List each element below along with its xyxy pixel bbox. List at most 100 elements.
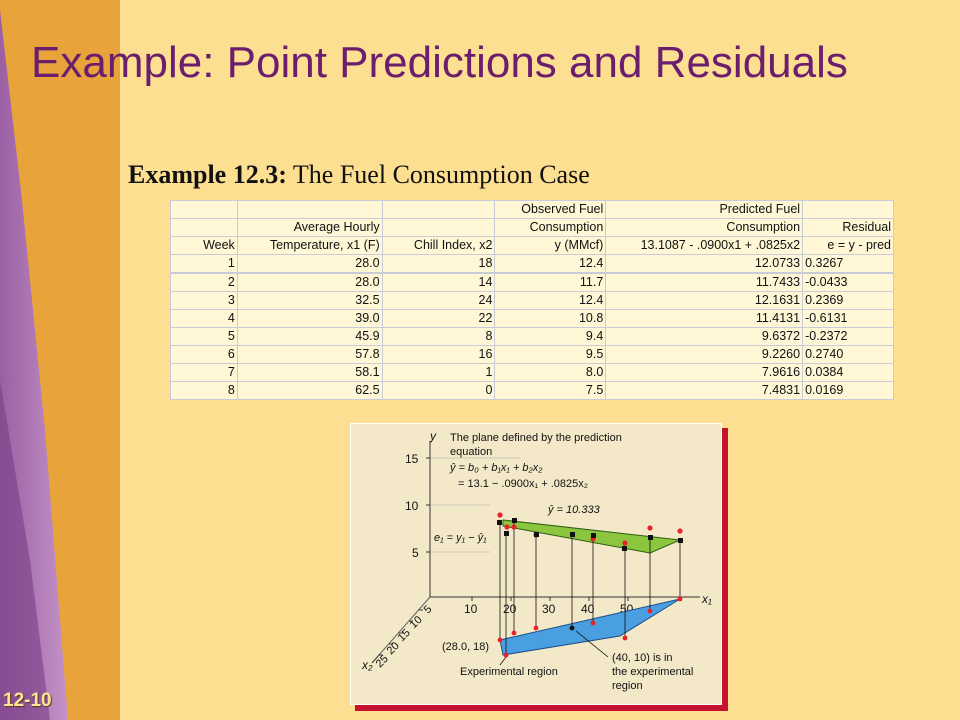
equation-line-1: ŷ = b₀ + b₁x₁ + b₂x₂ [449, 462, 543, 474]
equation-line-2: = 13.1 − .0900x₁ + .0825x₂ [458, 478, 588, 490]
point-label-40-10-line3: region [612, 680, 643, 692]
table-cell: 9.4 [494, 327, 607, 346]
table-header-cell [236, 200, 383, 219]
table-cell: -0.0433 [802, 272, 894, 292]
table-header-cell [170, 200, 238, 219]
table-cell: 1 [381, 363, 496, 382]
callout-line-region [499, 656, 507, 666]
table-cell: 7 [170, 363, 238, 382]
table-header-cell: y (MMcf) [494, 236, 607, 255]
table-header-cell [802, 200, 894, 219]
table-cell: 12.4 [494, 254, 607, 274]
purple-side-band [0, 10, 68, 720]
table-header-cell [170, 218, 238, 237]
table-header-cell: Temperature, x1 (F) [236, 236, 383, 255]
y-axis-label: y [429, 429, 437, 443]
table-cell: 0.0169 [802, 381, 894, 400]
table-cell: 11.7433 [605, 272, 804, 292]
predicted-points [497, 518, 683, 551]
table-cell: 8 [170, 381, 238, 400]
x2-ticks [379, 609, 423, 656]
table-cell: 18 [381, 254, 496, 274]
table-cell: 0 [381, 381, 496, 400]
table-row: 1 28.0 18 12.4 12.0733 0.3267 [170, 254, 894, 274]
point-label-40-10: (40, 10) is in [612, 652, 673, 664]
y-tick-label: 5 [412, 546, 419, 560]
table-cell: 45.9 [236, 327, 383, 346]
table-cell: 28.0 [236, 254, 383, 274]
table-cell: 10.8 [494, 309, 607, 328]
table-header-cell: Week [170, 236, 238, 255]
table-cell: 39.0 [236, 309, 383, 328]
table-header-row: Observed Fuel Predicted Fuel [170, 200, 894, 219]
callout-line [575, 630, 609, 658]
plane-caption-2: equation [450, 446, 492, 458]
residual-label: e₁ = y₁ − ŷ₁ [434, 532, 487, 544]
table-cell: 7.9616 [605, 363, 804, 382]
table-cell: 3 [170, 291, 238, 310]
table-cell: 22 [381, 309, 496, 328]
table-cell: 0.2740 [802, 345, 894, 364]
y-tick-label: 10 [405, 499, 419, 513]
table-cell: 9.6372 [605, 327, 804, 346]
x1-tick-label: 30 [542, 602, 556, 616]
slide-title: Example: Point Predictions and Residuals [31, 38, 848, 87]
table-header-cell: Observed Fuel [494, 200, 607, 219]
fuel-data-table: Observed Fuel Predicted Fuel Average Hourl… [170, 200, 894, 400]
x2-axis-label: x₂ [361, 658, 373, 672]
table-cell: 9.5 [494, 345, 607, 364]
table-header-cell: Chill Index, x2 [381, 236, 496, 255]
table-cell: 0.2369 [802, 291, 894, 310]
page-number: 12-10 [3, 690, 52, 711]
x1-tick-label: 40 [581, 602, 595, 616]
subtitle-text: The Fuel Consumption Case [292, 160, 590, 189]
x1-ticks [471, 597, 629, 601]
table-header-cell [381, 200, 496, 219]
table-cell: 62.5 [236, 381, 383, 400]
vertical-lines [499, 520, 681, 655]
y-tick-label: 15 [405, 452, 419, 466]
table-header-cell: Average Hourly [236, 218, 383, 237]
table-cell: -0.2372 [802, 327, 894, 346]
table-header-cell: e = y - pred [802, 236, 894, 255]
table-cell: 8 [381, 327, 496, 346]
experimental-region-label: Experimental region [460, 666, 558, 678]
table-cell: 12.4 [494, 291, 607, 310]
table-cell: 2 [170, 272, 238, 292]
table-row: 7 58.1 1 8.0 7.9616 0.0384 [170, 363, 894, 382]
table-header-cell: 13.1087 - .0900x1 + .0825x2 [605, 236, 804, 255]
table-cell: 58.1 [236, 363, 383, 382]
point-label-40-10-line2: the experimental [612, 666, 693, 678]
table-cell: 12.1631 [605, 291, 804, 310]
table-cell: 24 [381, 291, 496, 310]
table-cell: 57.8 [236, 345, 383, 364]
table-cell: 11.7 [494, 272, 607, 292]
table-row: 2 28.0 14 11.7 11.7433 -0.0433 [170, 272, 894, 292]
region-points [497, 596, 683, 658]
table-header-cell: Consumption [494, 218, 607, 237]
table-row: 6 57.8 16 9.5 9.2260 0.2740 [170, 345, 894, 364]
table-cell: 14 [381, 272, 496, 292]
table-cell: 5 [170, 327, 238, 346]
table-row: 3 32.5 24 12.4 12.1631 0.2369 [170, 291, 894, 310]
table-row: 5 45.9 8 9.4 9.6372 -0.2372 [170, 327, 894, 346]
table-cell: 16 [381, 345, 496, 364]
table-header-row: Week Temperature, x1 (F) Chill Index, x2 y … [170, 236, 894, 255]
regression-plane-figure: 15 10 5 10 20 30 40 50 5 10 15 20 25 y x… [350, 423, 728, 711]
table-cell: 11.4131 [605, 309, 804, 328]
table-cell: 8.0 [494, 363, 607, 382]
table-header-cell [381, 218, 496, 237]
x1-tick-label: 20 [503, 602, 517, 616]
example-subtitle: Example 12.3: The Fuel Consumption Case [128, 160, 590, 190]
table-header-cell: Predicted Fuel [605, 200, 804, 219]
table-cell: 32.5 [236, 291, 383, 310]
table-row: 8 62.5 0 7.5 7.4831 0.0169 [170, 381, 894, 400]
table-cell: 7.4831 [605, 381, 804, 400]
point-label-28-18: (28.0, 18) [442, 641, 489, 653]
x1-tick-label: 10 [464, 602, 478, 616]
table-header-cell: Residual [802, 218, 894, 237]
table-cell: 4 [170, 309, 238, 328]
table-cell: 1 [170, 254, 238, 274]
y-ticks [426, 457, 430, 553]
grid-lines [379, 457, 520, 655]
